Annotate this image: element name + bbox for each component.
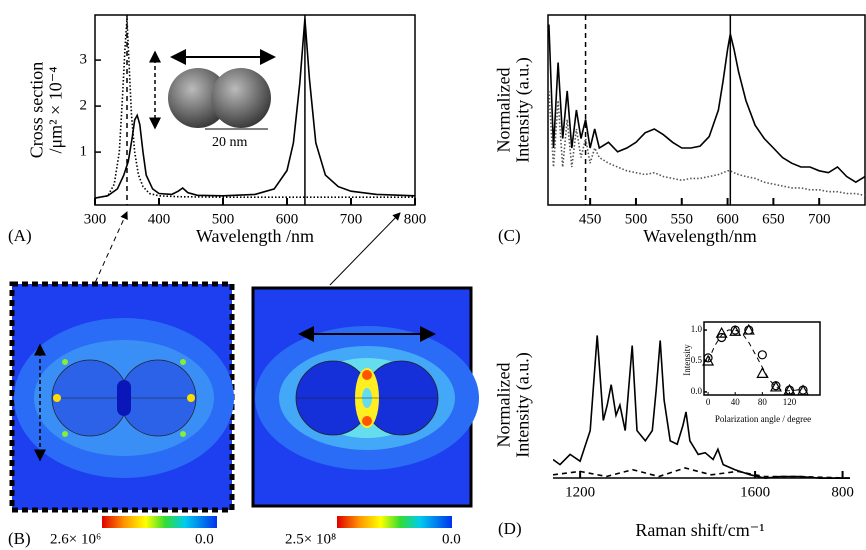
y-tick-label: 0.5 xyxy=(691,355,703,365)
connector xyxy=(329,212,401,286)
x-tick-label: 800 xyxy=(404,211,427,227)
x-tick-label: 1200 xyxy=(565,484,595,500)
x-tick-label: 700 xyxy=(808,211,831,227)
y-tick-label: 1.0 xyxy=(691,324,703,334)
line-series xyxy=(553,335,850,480)
panel-label: (D) xyxy=(498,519,522,538)
y-axis-label: Normalized xyxy=(494,363,514,448)
x-tick-label: 600 xyxy=(716,211,739,227)
y-axis-label: Normalized xyxy=(494,68,514,153)
connector xyxy=(94,211,128,284)
y-axis-label: Intensity (a.u.) xyxy=(513,57,534,162)
x-tick-label: 500 xyxy=(212,211,235,227)
colorbar xyxy=(102,516,217,528)
x-tick-label: 450 xyxy=(579,211,602,227)
sphere xyxy=(211,68,271,128)
dimer-sketch xyxy=(149,49,276,130)
point xyxy=(703,353,713,363)
line-series xyxy=(95,18,415,199)
x-tick-label: 550 xyxy=(671,211,694,227)
field-map xyxy=(9,281,235,513)
colorbar-label: 2.6× 10⁶ xyxy=(50,531,101,547)
x-tick-label: 300 xyxy=(84,211,107,227)
panel-label: (C) xyxy=(498,226,521,245)
x-tick-label: 1600 xyxy=(740,484,770,500)
line-series xyxy=(548,90,865,197)
x-tick-label: 80 xyxy=(758,397,768,407)
x-tick-label: 800 xyxy=(831,484,854,500)
x-tick-label: 0 xyxy=(706,397,711,407)
y-tick-label: 1 xyxy=(80,144,88,160)
point xyxy=(756,367,769,378)
x-axis-label: Wavelength /nm xyxy=(196,226,314,246)
colorbar-label: 0.0 xyxy=(442,531,461,547)
y-axis-label: Intensity (a.u.) xyxy=(513,352,534,457)
point xyxy=(769,380,782,392)
x-tick-label: 650 xyxy=(762,211,785,227)
y-tick-label: 3 xyxy=(80,52,88,68)
x-axis-label: Wavelength/nm xyxy=(643,226,757,246)
point xyxy=(783,383,796,395)
panel-label: (B) xyxy=(8,529,31,548)
x-tick-label: 700 xyxy=(340,211,363,227)
colorbar xyxy=(337,516,452,528)
point xyxy=(742,323,755,335)
colorbar-label: 2.5× 10⁸ xyxy=(285,531,336,547)
sphere xyxy=(168,68,228,128)
y-axis-label: /μm² × 10⁻⁴ xyxy=(46,67,66,154)
line-series xyxy=(553,467,850,479)
chart: 450 500 550 600 650 700 Wavelength/nm Normalize… xyxy=(494,14,866,246)
chart: 300 400 500 600 700 800 1 2 3 Wavelength /nm Cross… xyxy=(8,14,427,246)
x-tick-label: 400 xyxy=(148,211,171,227)
plot-frame xyxy=(94,14,416,206)
x-tick-label: 120 xyxy=(783,397,797,407)
y-tick-label: 2 xyxy=(80,98,88,114)
point xyxy=(715,326,728,338)
point xyxy=(702,354,715,366)
y-axis-label: Intensity xyxy=(682,344,692,376)
line-series xyxy=(548,24,865,184)
point xyxy=(757,350,767,360)
x-tick-label: 600 xyxy=(276,211,299,227)
line-series xyxy=(707,329,804,392)
y-tick-label: 0.0 xyxy=(691,386,703,396)
colorbar-label: 0.0 xyxy=(195,531,214,547)
x-axis-label: Polarization angle / degree xyxy=(715,414,811,424)
point xyxy=(797,384,810,396)
field-map xyxy=(251,286,479,508)
y-axis-label: Cross section xyxy=(27,62,47,159)
x-tick-label: 500 xyxy=(625,211,648,227)
x-axis-label: Raman shift/cm⁻¹ xyxy=(635,520,764,540)
scale-bar-label: 20 nm xyxy=(212,135,248,150)
chart: 0 40 80 120 0.0 0.5 1.0 Polarization angle / de… xyxy=(682,321,821,424)
plot-frame xyxy=(547,14,866,206)
panel-label: (A) xyxy=(8,226,32,245)
x-tick-label: 40 xyxy=(731,397,741,407)
